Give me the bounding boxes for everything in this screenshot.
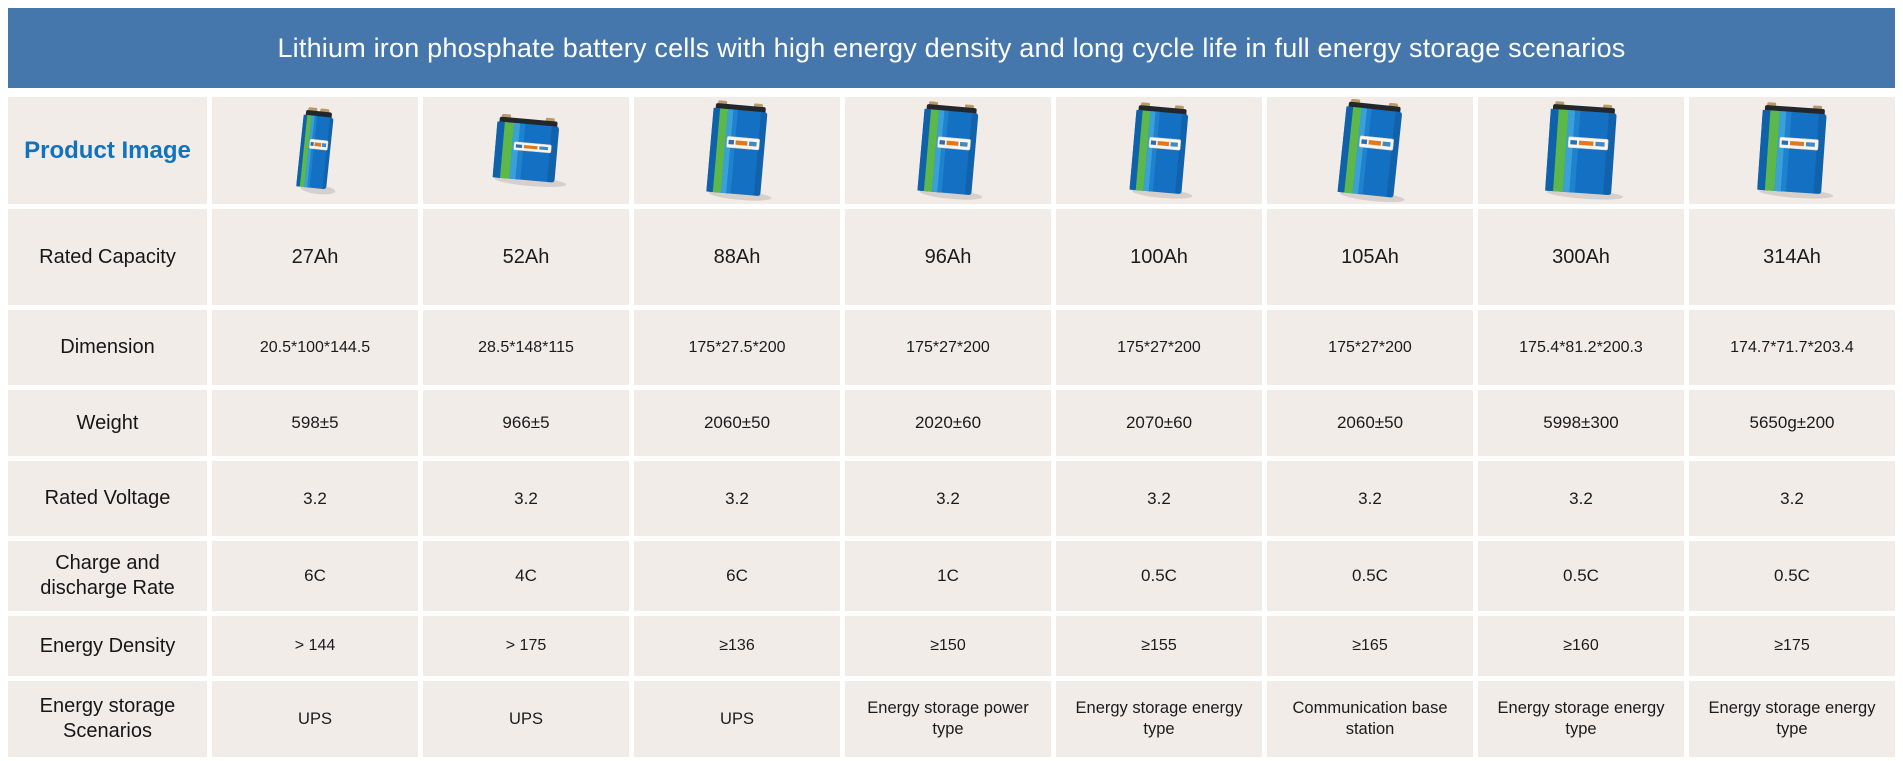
rate-value: 1C — [845, 541, 1051, 611]
rate-value: 0.5C — [1689, 541, 1895, 611]
dimension-value: 175.4*81.2*200.3 — [1478, 310, 1684, 385]
row-label-rate: Charge and discharge Rate — [8, 541, 207, 611]
capacity-value: 27Ah — [212, 209, 418, 305]
density-value: > 175 — [423, 616, 629, 676]
dimension-value: 20.5*100*144.5 — [212, 310, 418, 385]
voltage-value: 3.2 — [845, 461, 1051, 536]
weight-value: 2060±50 — [1267, 390, 1473, 456]
dimension-value: 175*27*200 — [1056, 310, 1262, 385]
density-value: ≥160 — [1478, 616, 1684, 676]
battery-cell-image — [423, 97, 629, 204]
capacity-value: 314Ah — [1689, 209, 1895, 305]
spec-table: Product Image — [8, 97, 1895, 757]
capacity-value: 96Ah — [845, 209, 1051, 305]
rate-value: 0.5C — [1056, 541, 1262, 611]
scenario-value: Energy storage energy type — [1689, 681, 1895, 757]
row-label-density: Energy Density — [8, 616, 207, 676]
row-label-scenario: Energy storage Scenarios — [8, 681, 207, 757]
dimension-value: 175*27*200 — [1267, 310, 1473, 385]
voltage-value: 3.2 — [1478, 461, 1684, 536]
scenario-value: UPS — [212, 681, 418, 757]
battery-cell-image — [634, 97, 840, 204]
weight-value: 5650g±200 — [1689, 390, 1895, 456]
scenario-value: UPS — [634, 681, 840, 757]
capacity-value: 300Ah — [1478, 209, 1684, 305]
voltage-value: 3.2 — [1267, 461, 1473, 536]
density-value: > 144 — [212, 616, 418, 676]
row-label-product-image: Product Image — [8, 97, 207, 204]
scenario-value: Energy storage energy type — [1478, 681, 1684, 757]
scenario-value: Energy storage energy type — [1056, 681, 1262, 757]
row-label-dimension: Dimension — [8, 310, 207, 385]
density-value: ≥150 — [845, 616, 1051, 676]
page-title: Lithium iron phosphate battery cells wit… — [277, 32, 1626, 63]
density-value: ≥165 — [1267, 616, 1473, 676]
capacity-value: 100Ah — [1056, 209, 1262, 305]
voltage-value: 3.2 — [423, 461, 629, 536]
scenario-value: Energy storage power type — [845, 681, 1051, 757]
rate-value: 4C — [423, 541, 629, 611]
dimension-value: 174.7*71.7*203.4 — [1689, 310, 1895, 385]
dimension-value: 175*27.5*200 — [634, 310, 840, 385]
battery-cell-image — [845, 97, 1051, 204]
voltage-value: 3.2 — [634, 461, 840, 536]
rate-value: 6C — [212, 541, 418, 611]
battery-cell-image — [1267, 97, 1473, 204]
voltage-value: 3.2 — [1689, 461, 1895, 536]
capacity-value: 52Ah — [423, 209, 629, 305]
density-value: ≥155 — [1056, 616, 1262, 676]
voltage-value: 3.2 — [1056, 461, 1262, 536]
weight-value: 2060±50 — [634, 390, 840, 456]
weight-value: 2020±60 — [845, 390, 1051, 456]
battery-cell-image — [1689, 97, 1895, 204]
density-value: ≥175 — [1689, 616, 1895, 676]
battery-cell-image — [212, 97, 418, 204]
battery-cell-image — [1478, 97, 1684, 204]
row-label-capacity: Rated Capacity — [8, 209, 207, 305]
weight-value: 966±5 — [423, 390, 629, 456]
density-value: ≥136 — [634, 616, 840, 676]
rate-value: 0.5C — [1478, 541, 1684, 611]
row-label-voltage: Rated Voltage — [8, 461, 207, 536]
voltage-value: 3.2 — [212, 461, 418, 536]
row-label-weight: Weight — [8, 390, 207, 456]
scenario-value: UPS — [423, 681, 629, 757]
dimension-value: 175*27*200 — [845, 310, 1051, 385]
rate-value: 0.5C — [1267, 541, 1473, 611]
capacity-value: 88Ah — [634, 209, 840, 305]
weight-value: 598±5 — [212, 390, 418, 456]
scenario-value: Communication base station — [1267, 681, 1473, 757]
title-banner: Lithium iron phosphate battery cells wit… — [8, 8, 1895, 88]
dimension-value: 28.5*148*115 — [423, 310, 629, 385]
capacity-value: 105Ah — [1267, 209, 1473, 305]
weight-value: 2070±60 — [1056, 390, 1262, 456]
weight-value: 5998±300 — [1478, 390, 1684, 456]
rate-value: 6C — [634, 541, 840, 611]
battery-cell-image — [1056, 97, 1262, 204]
